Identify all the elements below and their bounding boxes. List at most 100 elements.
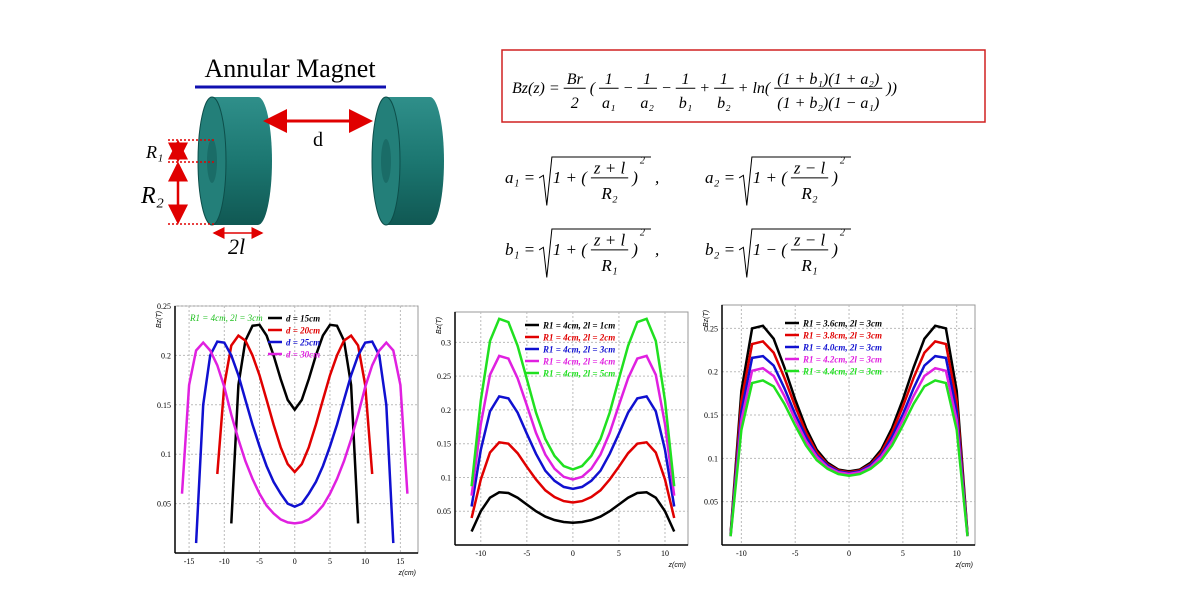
formula-numerator: Br [567,71,584,88]
x-tick-label: 15 [396,557,404,566]
formula-superscript: 2 [640,227,645,238]
formula-text: ) [831,240,838,259]
formula-text: 1 + ( [553,240,588,259]
series-line [470,354,676,496]
legend-label: R1 = 4cm, 2l = 2cm [542,333,615,343]
series-line [470,440,676,519]
diagram-title: Annular Magnet [204,54,376,83]
y-tick-label: 0.05 [437,507,451,516]
formula-denominator: a₁ [602,95,616,112]
x-tick-label: 0 [571,549,575,558]
formula-numerator: z + l [593,231,626,250]
legend-label: d = 25cm [286,338,320,348]
formula-numerator: 1 [720,71,728,88]
x-axis-label: z(cm) [398,570,417,577]
y-tick-label: 0.2 [708,368,718,377]
formula-denominator: R₂ [600,184,617,203]
series-line [470,491,676,533]
x-tick-label: 10 [953,549,961,558]
charts: 0.050.10.150.20.25-15 -10 -5 0 5 10 15Bz(T)z(c… [156,302,976,577]
x-tick-label: -10 [219,557,230,566]
x-axis-label: z(cm) [668,562,687,569]
formula-text: b₂ = [705,240,735,259]
x-tick-label: 0 [293,557,297,566]
series-line [729,379,969,537]
y-tick-label: 0.1 [161,450,171,459]
legend-label: R1 = 4cm, 2l = 3cm [542,345,615,355]
y-tick-label: 0.05 [704,498,718,507]
y-tick-label: 0.2 [441,406,451,415]
formula-numerator: z − l [793,159,826,178]
radical [738,156,851,206]
y-tick-label: 0.25 [437,372,451,381]
y-tick-label: 0.3 [441,338,451,347]
radical [538,156,651,206]
formula-text: b₁ = [505,240,535,259]
series-line [470,317,676,487]
r2-label: R₂ [140,183,164,209]
formula-text: − [623,80,634,97]
formula-text: , [655,240,659,259]
y-tick-label: 0.15 [157,401,171,410]
formula-text: + ln( [738,80,772,97]
formula-numerator: z − l [793,231,826,250]
legend-label: d = 15cm [286,314,320,324]
formula-text: , [655,168,659,187]
x-tick-label: 0 [847,549,851,558]
formula-text: − [661,80,672,97]
formula-text: 1 + ( [753,168,788,187]
y-axis-label: Bz(T) [156,311,163,328]
x-tick-label: 10 [361,557,369,566]
formula-denominator: R₁ [600,256,617,275]
formula-numerator: 1 [682,71,690,88]
x-tick-label: -5 [256,557,263,566]
y-axis-label: Bz(T) [436,317,443,334]
formula-text: Bz(z) = [512,80,560,97]
series-line [216,333,374,475]
legend-label: R1 = 3.6cm, 2l = 3cm [802,319,882,329]
radical [738,228,851,278]
formula-text: 1 + ( [553,168,588,187]
legend-label: R1 = 4.2cm, 2l = 3cm [802,355,882,365]
x-tick-label: -15 [184,557,195,566]
formula-denominator: b₁ [679,95,693,112]
y-tick-label: 0.15 [704,411,718,420]
y-tick-label: 0.25 [704,324,718,333]
y-tick-label: 0.1 [441,473,451,482]
magnet-left [197,96,272,226]
x-axis-label: z(cm) [955,562,974,569]
series-line [729,366,969,537]
formula-text: ) [831,168,838,187]
formula-text: a₂ = [705,168,735,187]
legend-label: R1 = 4cm, 2l = 5cm [542,369,615,379]
y-tick-label: 0.1 [708,454,718,463]
x-tick-label: 5 [617,549,621,558]
formula-text: 1 − ( [753,240,788,259]
legend-label: R1 = 3.8cm, 2l = 3cm [802,331,882,341]
annotation: R1 = 4cm, 2l = 3cm [189,313,263,323]
formulas: Bz(z) =Br2(1a₁−1a₂−1b₁+1b₂+ ln((1 + b₁)(… [505,71,897,278]
x-tick-label: 10 [661,549,669,558]
y-tick-label: 0.2 [161,351,171,360]
formula-denominator: a₂ [640,95,654,112]
y-axis-label: Bz(T) [703,310,710,327]
formula-numerator: 1 [643,71,651,88]
formula-numerator: 1 [605,71,613,88]
formula-numerator: z + l [593,159,626,178]
x-tick-label: -5 [523,549,530,558]
radical [538,228,651,278]
formula-denominator: (1 + b₂)(1 − a₁) [777,95,879,112]
formula-text: ( [590,80,597,97]
y-tick-label: 0.05 [157,500,171,509]
series-line [194,340,395,544]
legend-label: R1 = 4cm, 2l = 4cm [542,357,615,367]
formula-text: )) [885,80,897,97]
formula-denominator: R₁ [800,256,817,275]
formula-text: + [699,80,710,97]
plot-frame [454,311,689,546]
x-tick-label: 5 [901,549,905,558]
formula-superscript: 2 [840,155,845,166]
legend-label: R1 = 4.4cm, 2l = 3cm [802,367,882,377]
r1-label: R₁ [145,142,163,162]
